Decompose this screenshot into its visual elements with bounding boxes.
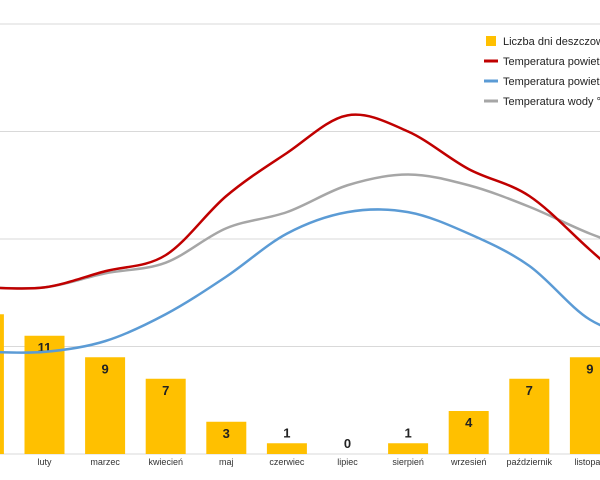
legend-label-0: Liczba dni deszczowy [503,36,600,48]
data-label-czerwiec: 1 [283,425,290,440]
bar-partial-leading [0,314,4,454]
bar-sierpień [388,443,429,454]
data-label-lipiec: 0 [344,436,351,451]
tick-label-luty: luty [37,457,52,467]
bar-kwiecień [145,378,186,454]
bar-marzec [85,357,126,454]
line-series-2 [0,173,600,290]
tick-label-listopad: listopad [574,457,600,467]
legend-label-2: Temperatura powietr [503,76,600,88]
bar-listopad [569,357,600,454]
tick-label-maj: maj [219,457,234,467]
legend-swatch-0 [486,36,496,46]
line-series-0 [0,113,600,290]
bar-luty [24,335,65,454]
data-label-marzec: 9 [101,361,108,376]
legend-label-3: Temperatura wody ° [503,96,600,108]
legend-label-1: Temperatura powietr [503,56,600,68]
tick-label-lipiec: lipiec [337,457,358,467]
data-label-listopad: 9 [586,361,593,376]
tick-label-czerwiec: czerwiec [269,457,305,467]
data-label-kwiecień: 7 [162,383,169,398]
data-label-sierpień: 1 [404,425,411,440]
tick-label-wrzesień: wrzesień [450,457,487,467]
data-label-maj: 3 [223,426,230,441]
tick-label-październik: październik [507,457,553,467]
data-label-październik: 7 [526,383,533,398]
bar-październik [509,378,550,454]
bar-czerwiec [266,443,307,454]
bar-maj [206,421,247,454]
tick-label-kwiecień: kwiecień [148,457,183,467]
line-series-1 [0,208,600,354]
tick-label-marzec: marzec [90,457,120,467]
tick-label-sierpień: sierpień [392,457,424,467]
data-label-wrzesień: 4 [465,415,473,430]
bar-wrzesień [448,411,489,454]
